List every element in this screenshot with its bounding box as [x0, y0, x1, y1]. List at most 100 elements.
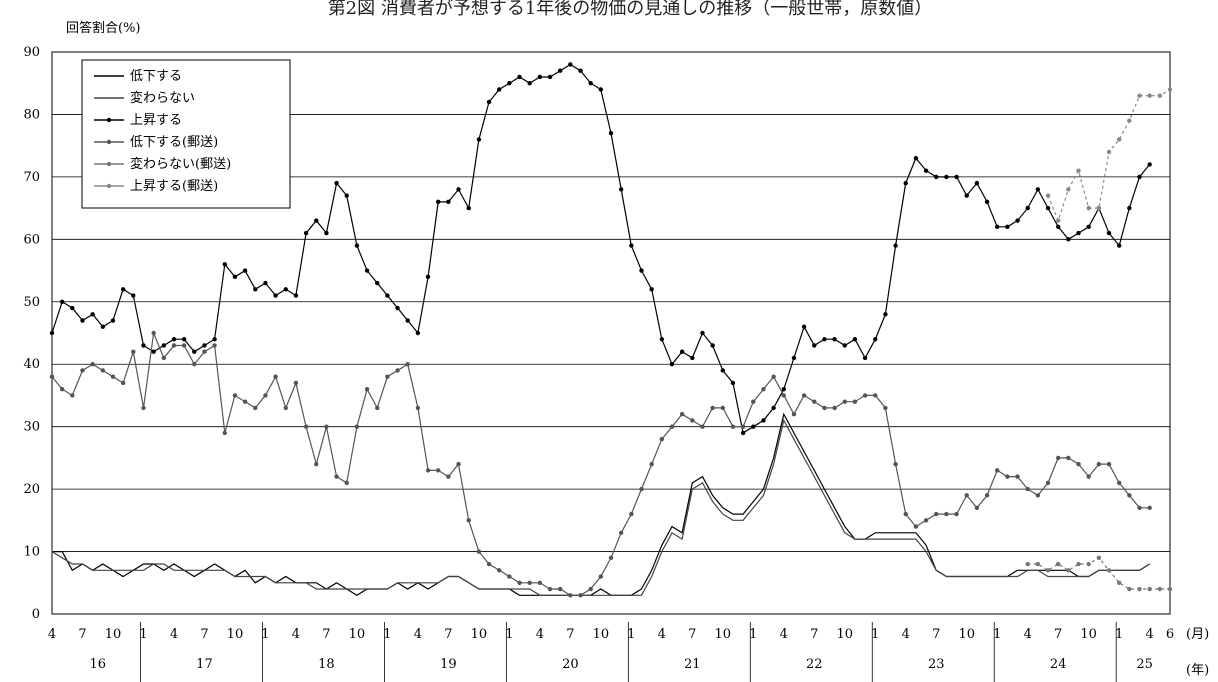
data-point	[822, 337, 827, 342]
data-point	[131, 349, 136, 354]
data-point	[1167, 87, 1173, 92]
data-point	[598, 87, 604, 92]
x-tick-label: 4	[292, 627, 300, 642]
data-point	[1035, 187, 1041, 192]
data-point	[222, 262, 227, 267]
legend-marker	[106, 161, 112, 167]
data-point	[466, 518, 471, 523]
data-point	[1106, 230, 1112, 236]
data-point	[812, 343, 817, 348]
data-point	[49, 374, 55, 379]
data-point	[1066, 568, 1071, 573]
data-point	[639, 268, 644, 273]
data-point	[588, 586, 593, 592]
data-point	[568, 593, 573, 598]
data-point	[415, 405, 421, 411]
data-point	[425, 468, 431, 473]
data-point	[1147, 586, 1152, 592]
data-point	[59, 387, 65, 392]
data-point	[202, 343, 207, 348]
data-point	[497, 568, 502, 573]
x-tick-label: 10	[958, 627, 975, 642]
data-point	[598, 574, 604, 579]
data-point	[405, 318, 410, 323]
x-tick-label: 10	[471, 627, 488, 642]
data-point	[537, 580, 543, 585]
data-point	[720, 405, 725, 411]
data-point	[557, 68, 563, 73]
x-tick-label: 1	[383, 627, 391, 642]
data-point	[415, 330, 421, 336]
data-point	[476, 137, 482, 142]
x-year-label: 24	[1050, 657, 1067, 672]
data-point	[293, 293, 299, 298]
data-point	[964, 493, 969, 498]
data-point	[1015, 218, 1020, 223]
data-point	[1045, 568, 1051, 573]
data-point	[283, 287, 288, 292]
data-point	[771, 405, 776, 411]
x-year-label: 16	[89, 657, 106, 672]
data-point	[141, 343, 146, 348]
legend-marker	[106, 117, 112, 123]
x-year-label: 23	[928, 657, 945, 672]
data-point	[324, 424, 329, 429]
legend-label: 上昇する	[130, 113, 182, 128]
data-point	[578, 68, 583, 73]
data-point	[375, 280, 380, 286]
x-tick-label: 1	[749, 627, 757, 642]
data-point	[1116, 243, 1122, 248]
data-point	[578, 593, 583, 598]
data-point	[385, 293, 390, 298]
x-tick-label: 10	[715, 627, 732, 642]
data-point	[181, 337, 187, 342]
data-point	[1167, 586, 1173, 592]
x-tick-label: 4	[1024, 627, 1032, 642]
data-point	[740, 430, 746, 436]
data-point	[954, 511, 959, 517]
data-point	[1056, 455, 1061, 461]
data-point	[517, 74, 522, 80]
x-year-label: 20	[562, 657, 579, 672]
x-tick-label: 4	[902, 627, 910, 642]
y-tick-label: 0	[32, 607, 40, 622]
data-point	[1066, 237, 1071, 242]
x-tick-label: 1	[627, 627, 635, 642]
x-unit-month: (月)	[1186, 627, 1209, 642]
x-tick-label: 7	[932, 627, 940, 642]
data-point	[659, 436, 665, 442]
axes: 0 10 20 30 40 50 60 70 80 90 4 7 10 1 4 7 10 1 4 7 10 1 4 7 10 1 4…	[23, 45, 1209, 682]
y-axis-label: 回答割合(%)	[66, 20, 141, 36]
x-tick-label: 7	[200, 627, 208, 642]
data-point	[527, 81, 532, 86]
data-point	[303, 424, 309, 429]
data-point	[832, 337, 837, 342]
data-point	[344, 193, 349, 198]
data-point	[883, 405, 888, 411]
data-point	[334, 474, 339, 479]
data-point	[710, 405, 715, 411]
series-5	[1045, 87, 1173, 223]
data-point	[771, 374, 776, 379]
data-point	[1116, 137, 1122, 142]
data-point	[1015, 474, 1020, 479]
x-tick-label: 10	[105, 627, 122, 642]
data-point	[507, 574, 512, 579]
x-tick-label: 1	[871, 627, 879, 642]
x-tick-label: 7	[78, 627, 86, 642]
chart-title: 第2図 消費者が予想する1年後の物価の見通しの推移（一般世帯，原数値）	[328, 0, 933, 19]
legend-marker	[106, 183, 112, 189]
data-point	[70, 305, 75, 311]
data-point	[1005, 224, 1010, 230]
x-tick-label: 1	[261, 627, 269, 642]
data-point	[192, 349, 197, 354]
data-point	[314, 461, 319, 467]
data-point	[1106, 568, 1112, 573]
legend-label: 変わらない(郵送)	[130, 156, 231, 172]
data-point	[903, 511, 908, 517]
y-tick-label: 30	[23, 420, 40, 435]
x-year-label: 18	[318, 657, 335, 672]
y-tick-label: 90	[23, 45, 40, 60]
data-point	[354, 243, 360, 248]
data-point	[923, 168, 929, 173]
